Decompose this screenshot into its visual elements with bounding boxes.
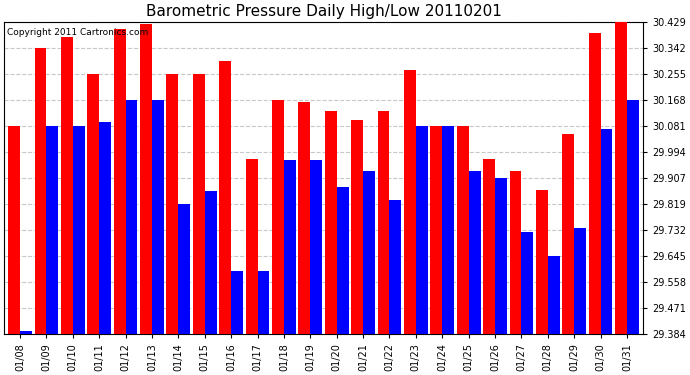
Bar (72, 126, 85, 334)
Bar (377, 111, 389, 334)
Bar (337, 187, 348, 334)
Bar (46, 126, 58, 334)
Bar (272, 100, 284, 334)
Bar (389, 200, 402, 334)
Text: Copyright 2011 Cartronics.com: Copyright 2011 Cartronics.com (8, 28, 148, 37)
Bar (310, 160, 322, 334)
Bar (34, 48, 46, 334)
Bar (589, 33, 600, 334)
Bar (205, 191, 217, 334)
Bar (8, 126, 20, 334)
Bar (469, 171, 480, 334)
Bar (166, 74, 178, 334)
Bar (457, 126, 469, 334)
Bar (495, 178, 507, 334)
Bar (416, 126, 428, 334)
Bar (431, 126, 442, 334)
Bar (404, 70, 416, 334)
Bar (442, 126, 454, 334)
Bar (126, 100, 137, 334)
Bar (325, 111, 337, 334)
Bar (140, 24, 152, 334)
Bar (114, 28, 126, 334)
Bar (246, 159, 257, 334)
Bar (257, 271, 269, 334)
Bar (483, 159, 495, 334)
Bar (522, 232, 533, 334)
Bar (351, 120, 363, 334)
Bar (178, 204, 190, 334)
Bar (88, 74, 99, 334)
Bar (284, 160, 296, 334)
Bar (574, 228, 586, 334)
Bar (627, 100, 639, 334)
Title: Barometric Pressure Daily High/Low 20110201: Barometric Pressure Daily High/Low 20110… (146, 4, 502, 19)
Bar (615, 22, 627, 334)
Bar (363, 171, 375, 334)
Bar (61, 37, 72, 334)
Bar (298, 102, 310, 334)
Bar (562, 134, 574, 334)
Bar (219, 61, 231, 334)
Bar (548, 256, 560, 334)
Bar (99, 122, 111, 334)
Bar (536, 190, 548, 334)
Bar (600, 129, 613, 334)
Bar (231, 271, 243, 334)
Bar (152, 100, 164, 334)
Bar (20, 331, 32, 334)
Bar (509, 171, 522, 334)
Bar (193, 74, 205, 334)
